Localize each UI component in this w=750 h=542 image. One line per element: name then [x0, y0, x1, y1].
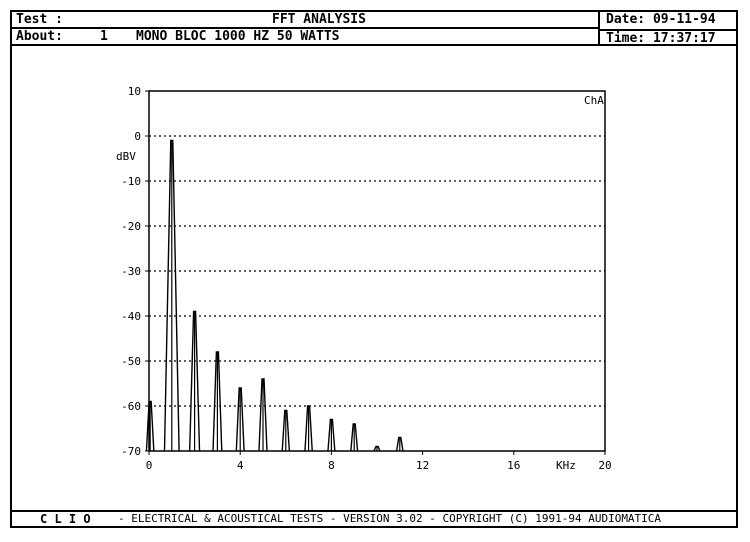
x-tick-label: 8 [328, 459, 335, 472]
spectrum-trace [145, 139, 404, 452]
about-label: About: [16, 29, 63, 44]
footer-brand: C L I O [40, 512, 91, 526]
x-axis-label: KHz [556, 459, 576, 472]
about-row: About: 1 MONO BLOC 1000 HZ 50 WATTS [12, 29, 598, 46]
y-tick-label: -70 [121, 445, 141, 458]
y-tick-label: -50 [121, 355, 141, 368]
x-tick-label: 12 [416, 459, 429, 472]
y-axis-label: dBV [116, 150, 136, 163]
footer-text: - ELECTRICAL & ACOUSTICAL TESTS - VERSIO… [118, 512, 662, 525]
test-row: Test : FFT ANALYSIS [12, 12, 598, 29]
channel-label: ChA [584, 94, 604, 107]
x-tick-label: 4 [237, 459, 244, 472]
test-label: Test : [16, 12, 63, 27]
y-tick-label: -30 [121, 265, 141, 278]
x-tick-label: 0 [146, 459, 153, 472]
date-field: Date: 09-11-94 [600, 12, 736, 31]
footer-bar: C L I O - ELECTRICAL & ACOUSTICAL TESTS … [12, 510, 736, 526]
x-tick-label: 16 [507, 459, 520, 472]
y-tick-label: -40 [121, 310, 141, 323]
x-tick-label: 20 [598, 459, 611, 472]
y-tick-label: -20 [121, 220, 141, 233]
test-value: FFT ANALYSIS [272, 12, 366, 27]
y-tick-label: -60 [121, 400, 141, 413]
time-field: Time: 17:37:17 [606, 31, 716, 46]
y-tick-label: 10 [128, 85, 141, 98]
datetime-box: Date: 09-11-94 Time: 17:37:17 [598, 12, 736, 46]
about-number: 1 [100, 29, 108, 44]
chart-grid [149, 135, 605, 407]
y-tick-label: 0 [134, 130, 141, 143]
about-value: MONO BLOC 1000 HZ 50 WATTS [136, 29, 340, 44]
fft-chart: 10 0 -10 -20 -30 -40 -50 -60 -70 0 4 8 12 16 20 dBV K… [116, 85, 612, 472]
x-tick-labels: 0 4 8 12 16 20 [146, 451, 612, 472]
y-tick-label: -10 [121, 175, 141, 188]
y-tick-labels: 10 0 -10 -20 -30 -40 -50 -60 -70 [121, 85, 149, 458]
app-frame: Test : FFT ANALYSIS About: 1 MONO BLOC 1… [10, 10, 738, 528]
